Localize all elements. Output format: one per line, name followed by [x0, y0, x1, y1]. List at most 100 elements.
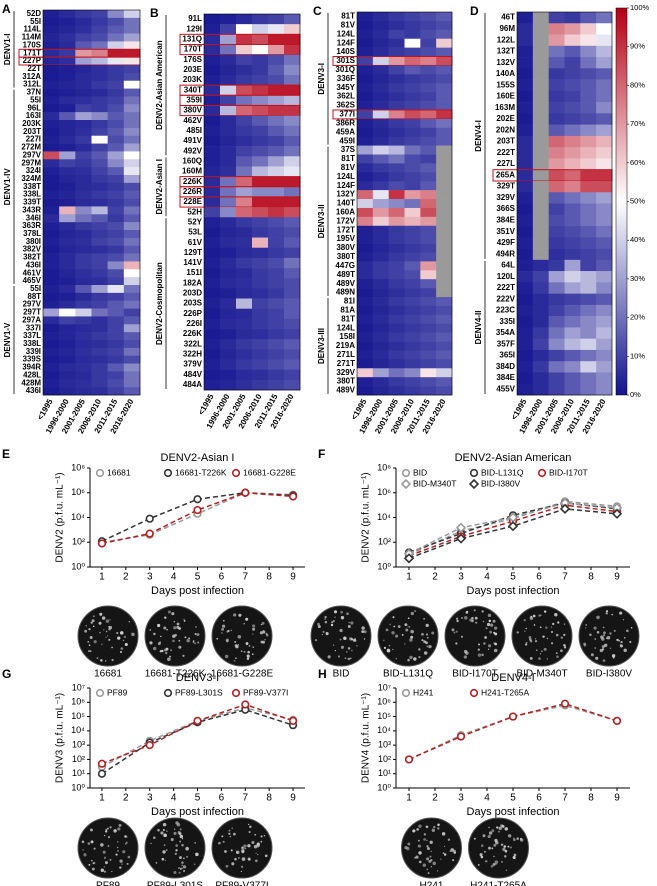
row-label: 141V [183, 258, 202, 267]
row-label: 382V [23, 245, 42, 254]
heat-cell [59, 120, 76, 129]
plaque-spot [332, 644, 335, 646]
heat-cell [596, 282, 613, 294]
heat-cell [564, 372, 581, 385]
heat-cell [107, 230, 125, 239]
plaque-spot [488, 826, 490, 829]
heat-cell [236, 217, 253, 228]
heat-cell [59, 49, 76, 58]
plaque-spot [116, 631, 119, 635]
heat-cell [284, 379, 301, 391]
heat-cell [236, 166, 253, 177]
plaque-spot [224, 850, 227, 853]
plaque-spot [226, 640, 229, 643]
plaque-spot [88, 650, 90, 652]
plaque-spot [484, 636, 487, 639]
y-tick-label: 10² [378, 754, 391, 764]
row-label: 459A [336, 127, 355, 136]
heat-cell [436, 136, 453, 146]
plaque-spot [492, 862, 496, 866]
heat-cell [268, 14, 285, 25]
heat-cell [404, 47, 421, 57]
heat-cell [43, 332, 60, 341]
plaque-spot [193, 642, 197, 645]
heat-cell [236, 156, 253, 167]
heat-cell [580, 169, 597, 182]
data-point [145, 514, 154, 523]
plaque-spot [324, 618, 327, 620]
plaque-spot [87, 842, 91, 845]
y-tick-label: 10⁰ [71, 561, 85, 571]
heat-cell [268, 369, 285, 381]
plaque-spot [113, 829, 117, 833]
heat-cell [236, 54, 253, 66]
heat-cell [436, 109, 453, 120]
heat-cell [252, 278, 269, 289]
plaque-spot [216, 637, 219, 640]
row-label: 272M [21, 143, 41, 152]
row-label: 81T [341, 154, 355, 163]
plaque-spot [539, 626, 542, 629]
row-label: 324I [26, 166, 41, 175]
heat-cell [204, 166, 221, 177]
heat-cell [284, 14, 301, 25]
heat-cell [404, 368, 421, 378]
heat-cell [284, 278, 301, 289]
plaque-label: BID-L131Q [383, 669, 433, 680]
heat-cell [436, 29, 453, 40]
plaque-spot [495, 841, 499, 845]
heat-cell [517, 282, 534, 294]
heat-cell [91, 175, 108, 184]
heat-cell [420, 207, 437, 218]
heat-cell [107, 104, 125, 113]
heat-cell [59, 10, 76, 19]
heat-cell [436, 332, 453, 342]
heat-cell [357, 323, 374, 333]
no-data-cell [532, 214, 549, 227]
heat-cell [372, 314, 389, 325]
row-label: 379V [183, 360, 202, 369]
group-label: DENV1-IV [3, 168, 12, 206]
heat-cell [268, 135, 285, 147]
heat-cell [91, 65, 108, 74]
plaque-spot [383, 646, 387, 649]
plaque-label: 16681 [94, 669, 122, 680]
plaque-spot [117, 841, 119, 843]
plaque-spot [426, 868, 429, 871]
heat-cell [420, 136, 437, 146]
heat-cell [59, 277, 76, 286]
plaque-spot [386, 649, 391, 653]
plaque-spot [157, 828, 160, 832]
panel-letter: H [318, 667, 327, 681]
legend-marker [469, 688, 479, 698]
plaque-label: 16681-T226K [145, 669, 206, 680]
heat-cell [75, 104, 92, 113]
plaque-spot [430, 859, 433, 862]
heat-cell [204, 24, 221, 35]
plaque-spot [473, 609, 476, 612]
heat-cell [220, 288, 237, 299]
plaque-spot [252, 624, 256, 628]
heat-cell [91, 371, 108, 380]
x-tick-label: 6 [536, 793, 542, 804]
heat-cell [436, 38, 453, 48]
plaque-spot [222, 619, 225, 622]
heat-cell [123, 245, 141, 254]
plaque-spot [118, 823, 122, 827]
heat-cell [388, 279, 405, 289]
heat-cell [43, 245, 60, 254]
heat-cell [43, 167, 60, 176]
y-tick-label: 10⁴ [71, 512, 85, 522]
plaque-spot [550, 630, 554, 634]
heat-cell [436, 118, 453, 129]
heat-cell [75, 182, 92, 192]
heat-cell [59, 324, 76, 333]
plaque-spot [516, 837, 519, 840]
data-point [241, 488, 250, 497]
no-data-cell [532, 79, 549, 92]
heat-cell [420, 216, 437, 227]
heat-cell [517, 57, 534, 69]
heat-cell [236, 176, 253, 188]
plaque-spot [388, 644, 391, 647]
heat-cell [596, 23, 613, 35]
